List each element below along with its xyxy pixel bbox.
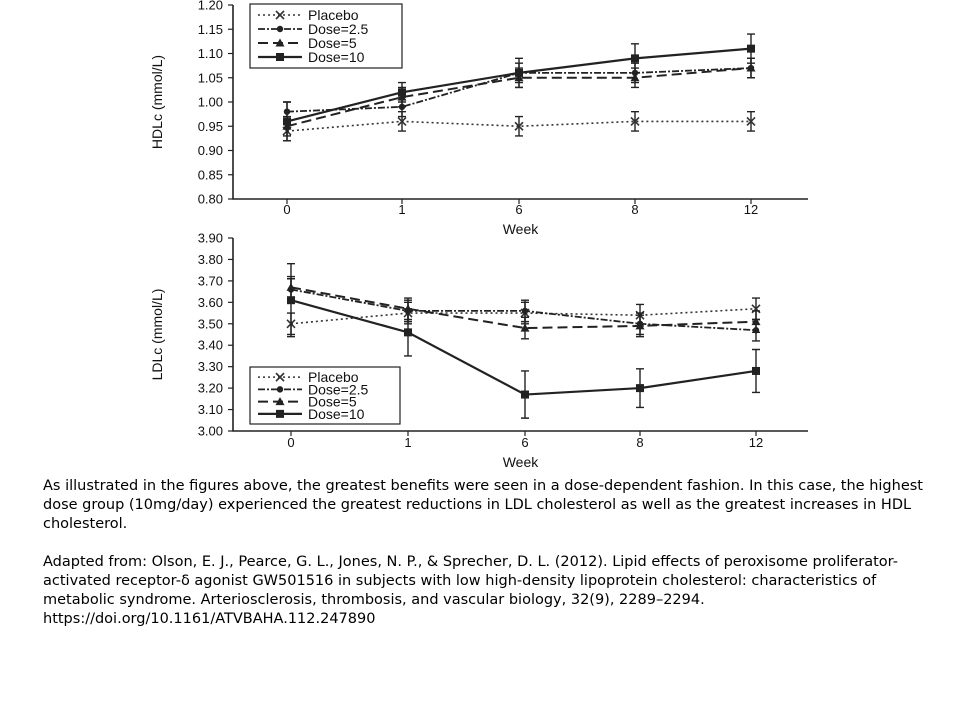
x-tick-label: 8 bbox=[636, 435, 643, 450]
data-point bbox=[751, 317, 761, 326]
y-tick-label: 0.95 bbox=[198, 119, 223, 134]
data-point bbox=[287, 296, 295, 305]
y-tick-label: 3.60 bbox=[198, 295, 223, 310]
y-tick-label: 1.05 bbox=[198, 70, 223, 85]
figure: 0.80 0.85 0.90 0.95 1.00 1.05 1.10 1.15 1.20 0 1 6 8… bbox=[149, 0, 808, 470]
x-tick-label: 0 bbox=[287, 435, 294, 450]
legend-marker bbox=[276, 409, 284, 418]
x-axis-title: Week bbox=[503, 454, 540, 470]
series-line bbox=[286, 120, 751, 132]
data-point bbox=[746, 63, 756, 72]
legend-label: Dose=10 bbox=[308, 406, 365, 422]
y-tick-label: 0.85 bbox=[198, 167, 223, 182]
caption-text: As illustrated in the figures above, the… bbox=[43, 478, 923, 532]
legend-label: Dose=5 bbox=[308, 35, 357, 51]
data-point bbox=[630, 73, 640, 82]
x-tick-label: 1 bbox=[398, 202, 405, 217]
x-tick-label: 0 bbox=[283, 202, 290, 217]
x-tick-label: 8 bbox=[631, 202, 638, 217]
y-tick-label: 0.80 bbox=[198, 192, 223, 207]
data-point bbox=[515, 68, 523, 77]
legend-label: Dose=2.5 bbox=[308, 381, 369, 397]
data-point bbox=[746, 116, 756, 126]
y-tick-label: 1.20 bbox=[198, 0, 223, 13]
x-tick-label: 1 bbox=[404, 435, 411, 450]
data-point bbox=[514, 121, 524, 131]
y-tick-label: 3.70 bbox=[198, 273, 223, 288]
data-point bbox=[283, 117, 291, 126]
data-point bbox=[397, 116, 407, 126]
y-tick-label: 1.15 bbox=[198, 22, 223, 37]
data-point bbox=[635, 321, 645, 330]
series-line bbox=[290, 286, 757, 330]
y-tick-label: 0.90 bbox=[198, 143, 223, 158]
data-point bbox=[521, 390, 529, 399]
legend-label: Dose=10 bbox=[308, 49, 365, 65]
legend-marker bbox=[276, 25, 284, 33]
x-tick-label: 6 bbox=[521, 435, 528, 450]
legend-marker bbox=[275, 38, 285, 47]
series-dose-2-5 bbox=[287, 278, 760, 342]
y-tick-label: 3.10 bbox=[198, 402, 223, 417]
y-tick-label: 3.00 bbox=[198, 424, 223, 439]
y-tick-label: 3.80 bbox=[198, 252, 223, 267]
legend-marker bbox=[276, 386, 284, 393]
ldl-chart: 3.00 3.10 3.20 3.30 3.40 3.50 3.60 3.70 3.80 3.90… bbox=[149, 231, 808, 470]
legend-label: Placebo bbox=[308, 369, 359, 385]
source-citation: Adapted from: Olson, E. J., Pearce, G. L… bbox=[43, 554, 898, 627]
data-point bbox=[752, 366, 760, 375]
series-placebo bbox=[282, 111, 756, 142]
y-axis-title: LDLc (mmol/L) bbox=[149, 289, 165, 381]
legend-marker bbox=[276, 53, 284, 61]
y-tick-label: 3.20 bbox=[198, 381, 223, 396]
y-tick-label: 3.30 bbox=[198, 359, 223, 374]
hdl-chart: 0.80 0.85 0.90 0.95 1.00 1.05 1.10 1.15 1.20 0 1 6 8… bbox=[149, 0, 808, 237]
y-tick-label: 1.10 bbox=[198, 46, 223, 61]
data-point bbox=[631, 54, 639, 63]
series-line bbox=[286, 67, 752, 128]
data-point bbox=[520, 323, 530, 332]
y-tick-label: 3.50 bbox=[198, 316, 223, 331]
y-tick-label: 3.90 bbox=[198, 231, 223, 246]
series-dose-10 bbox=[287, 263, 760, 419]
data-point bbox=[398, 88, 406, 97]
x-axis-title: Week bbox=[503, 221, 540, 237]
data-point bbox=[521, 307, 529, 315]
x-tick-label: 12 bbox=[744, 202, 758, 217]
x-tick-label: 12 bbox=[749, 435, 763, 450]
series-dose-10 bbox=[283, 33, 755, 142]
data-point bbox=[630, 116, 640, 126]
legend-marker bbox=[275, 397, 285, 406]
y-axis-title: HDLc (mmol/L) bbox=[149, 55, 165, 149]
legend-marker bbox=[275, 372, 285, 382]
data-point bbox=[636, 384, 644, 393]
legend-label: Placebo bbox=[308, 7, 359, 23]
data-point bbox=[747, 44, 755, 53]
x-tick-label: 6 bbox=[515, 202, 522, 217]
legend-marker bbox=[275, 10, 285, 20]
y-tick-label: 3.40 bbox=[198, 338, 223, 353]
y-tick-label: 1.00 bbox=[198, 95, 223, 110]
data-point bbox=[404, 328, 412, 337]
legend-label: Dose=5 bbox=[308, 394, 357, 410]
series-dose-5 bbox=[286, 275, 761, 340]
legend-label: Dose=2.5 bbox=[308, 21, 369, 37]
